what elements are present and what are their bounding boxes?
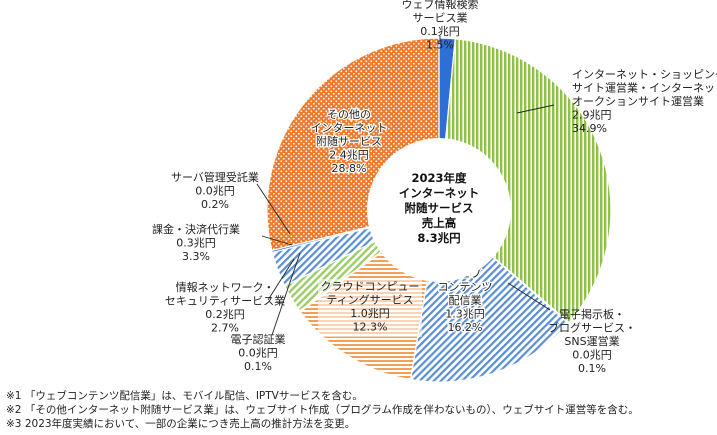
- slice-percent-label: 28.8%: [332, 162, 367, 175]
- slice-label-text: SNS運営業: [564, 334, 619, 348]
- leader-line-6: [271, 252, 301, 336]
- slice-label-text: セキュリティサービス業: [165, 295, 285, 308]
- slice-percent-label: 0.1%: [244, 360, 272, 373]
- slice-label-text: サービス業: [413, 12, 468, 25]
- slice-label-text: ウェブ情報検索: [402, 0, 479, 11]
- footnote-1: ※1 「ウェブコンテンツ配信業」は、モバイル配信、IPTVサービスを含む。: [6, 389, 363, 403]
- slice-value-label: 1.0兆円: [350, 307, 390, 320]
- slice-label-text: 電子掲示板・: [559, 307, 625, 321]
- slice-percent-label: 16.2%: [448, 321, 483, 334]
- footnote-text: 「その他インターネット附随サービス業」は、ウェブサイト作成（プログラム作成を伴わ…: [24, 404, 639, 416]
- slice-percent-label: 3.3%: [182, 250, 210, 263]
- slice-label-text: 附随サービス: [316, 134, 382, 148]
- center-total-label: 8.3兆円: [417, 231, 460, 245]
- slice-value-label: 1.3兆円: [445, 308, 485, 321]
- slice-label-2: インターネット・ショッピングサイト運営業・インターネット・オークションサイト運営…: [572, 67, 717, 135]
- slice-value-label: 0.1兆円: [420, 25, 460, 38]
- slice-label-text: サイト運営業・インターネット・: [572, 81, 717, 95]
- slice-percent-label: 1.5%: [426, 39, 454, 52]
- pie-slice-2: [438, 38, 612, 324]
- footnote-text: 2023年度実績において、一部の企業につき売上高の推計方法を変更。: [24, 418, 356, 430]
- slice-label-text: 課金・決済代行業: [152, 222, 240, 236]
- center-total-label: インターネット: [399, 186, 480, 200]
- slice-label-text: インターネット・ショッピング: [572, 67, 717, 81]
- slice-label-text: 配信業: [449, 294, 482, 307]
- center-total-label: 附随サービス: [405, 201, 474, 215]
- slice-value-label: 0.2兆円: [205, 308, 245, 321]
- label-backdrop: [318, 279, 422, 337]
- leader-line-3: [507, 282, 551, 311]
- footnote-mark: ※1: [6, 390, 25, 402]
- footnote-mark: ※3: [6, 418, 25, 430]
- slice-value-label: 0.0兆円: [572, 349, 612, 362]
- slice-label-text: 情報ネットワーク・: [176, 281, 275, 294]
- leader-line-2: [516, 104, 555, 114]
- slice-value-label: 0.0兆円: [195, 185, 235, 198]
- slice-percent-label: 2.7%: [211, 322, 239, 335]
- slice-percent-label: 34.9%: [572, 122, 607, 135]
- slice-percent-label: 0.2%: [201, 198, 229, 211]
- slice-value-label: 0.3兆円: [176, 237, 216, 250]
- slice-label-text: ティングサービス: [326, 293, 413, 307]
- slice-value-label: 0.0兆円: [238, 347, 278, 360]
- slice-percent-label: 12.3%: [353, 321, 388, 334]
- center-total-label: 売上高: [422, 216, 457, 230]
- slice-value-label: 2.4兆円: [329, 149, 369, 162]
- slice-value-label: 2.9兆円: [572, 109, 612, 122]
- slice-label-text: サーバ管理受託業: [171, 170, 259, 184]
- slice-label-text: ブログサービス・: [548, 321, 636, 335]
- leader-line-9: [256, 183, 291, 235]
- leader-line-8: [261, 235, 293, 246]
- center-hole: [367, 138, 511, 282]
- slice-percent-label: 0.1%: [578, 362, 606, 375]
- slice-label-text: 電子認証業: [231, 332, 286, 346]
- slice-label-text: オークションサイト運営業: [572, 94, 704, 108]
- footnote-mark: ※2: [6, 404, 25, 416]
- slice-label-text: その他の: [327, 108, 371, 121]
- slice-label-text: クラウドコンピュー: [321, 280, 420, 293]
- footnote-text: 「ウェブコンテンツ配信業」は、モバイル配信、IPTVサービスを含む。: [24, 390, 363, 402]
- slice-label-text: コンテンツ: [438, 281, 493, 294]
- slice-label-text: インターネット: [311, 122, 388, 135]
- footnote-2: ※2 「その他インターネット附随サービス業」は、ウェブサイト作成（プログラム作成…: [6, 403, 639, 417]
- leader-line-7: [267, 258, 295, 301]
- center-total-label: 2023年度: [411, 171, 467, 185]
- footnote-3: ※3 2023年度実績において、一部の企業につき売上高の推計方法を変更。: [6, 417, 355, 431]
